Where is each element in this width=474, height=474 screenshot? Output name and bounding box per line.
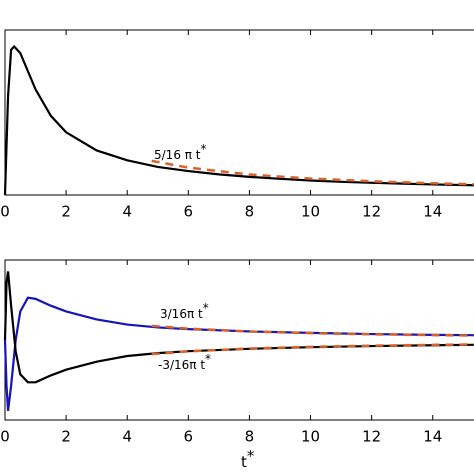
annotation-text: -3/16π t — [158, 358, 205, 372]
annotation: 5/16 π t* — [154, 142, 207, 162]
annotation-sup: * — [201, 142, 207, 156]
data-line — [3, 296, 474, 411]
data-line — [3, 271, 474, 384]
x-tick-label: 12 — [362, 203, 381, 221]
x-tick-label: 14 — [423, 203, 442, 221]
x-axis-label-text: t — [241, 453, 247, 471]
x-axis-label-sup: * — [247, 447, 255, 465]
asymptote-line — [151, 324, 474, 337]
x-tick-label: 6 — [184, 203, 194, 221]
x-tick-label: 10 — [301, 428, 320, 446]
plot-frame — [4, 259, 474, 421]
x-tick-label: 8 — [245, 203, 255, 221]
x-tick-label: 6 — [184, 428, 194, 446]
asymptote-line — [151, 343, 474, 356]
asymptote-line — [151, 159, 474, 186]
annotation-text: 5/16 π t — [154, 148, 201, 162]
x-tick-label: 4 — [122, 428, 132, 446]
x-tick-label: 2 — [61, 428, 71, 446]
annotation-sup: * — [205, 352, 211, 366]
x-axis-label: t* — [241, 447, 255, 471]
x-tick-label: 12 — [362, 428, 381, 446]
x-tick-label: 0 — [0, 203, 10, 221]
x-tick-label: 10 — [301, 203, 320, 221]
x-tick-label: 4 — [122, 203, 132, 221]
annotation-text: 3/16π t — [160, 307, 203, 321]
data-line — [3, 44, 474, 196]
x-tick-label: 0 — [0, 428, 10, 446]
annotation: -3/16π t* — [158, 352, 211, 372]
annotation: 3/16π t* — [160, 301, 209, 321]
plot-frame — [4, 29, 474, 196]
x-tick-label: 14 — [423, 428, 442, 446]
x-tick-label: 2 — [61, 203, 71, 221]
x-tick-label: 8 — [245, 428, 255, 446]
annotation-sup: * — [203, 301, 209, 315]
